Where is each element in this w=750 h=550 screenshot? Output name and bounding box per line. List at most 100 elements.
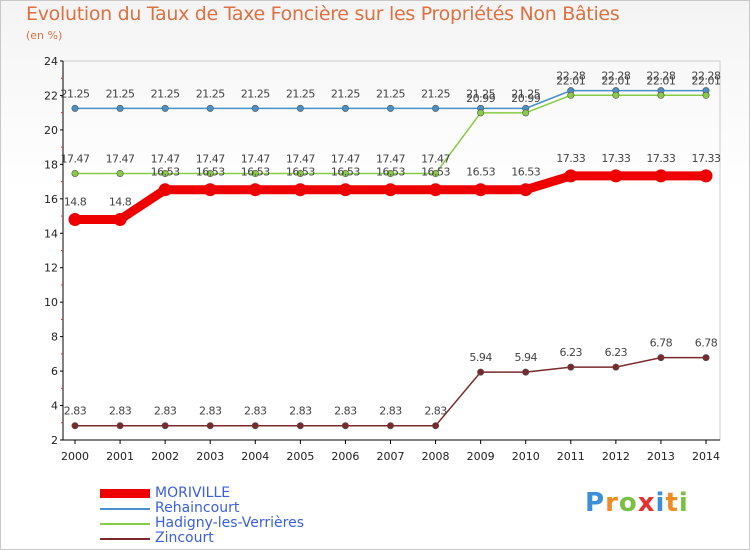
data-point <box>296 104 304 112</box>
data-point <box>206 422 214 430</box>
data-point <box>612 91 620 99</box>
y-tick-label: 2 <box>51 434 58 447</box>
data-label: 5.94 <box>514 351 537 364</box>
data-label: 17.47 <box>286 152 315 165</box>
data-label: 17.47 <box>376 152 405 165</box>
legend-swatch <box>100 507 150 510</box>
data-point <box>71 169 79 177</box>
data-label: 5.94 <box>469 351 492 364</box>
data-label: 2.83 <box>64 405 87 418</box>
data-label: 21.25 <box>61 87 90 100</box>
data-point <box>609 169 623 183</box>
logo-letter: i <box>678 488 689 518</box>
data-point <box>341 169 349 177</box>
legend-swatch <box>100 537 150 540</box>
data-point <box>116 169 124 177</box>
data-label: 21.25 <box>421 87 450 100</box>
y-tick-label: 18 <box>44 158 58 171</box>
data-point <box>341 104 349 112</box>
data-label: 21.25 <box>376 87 405 100</box>
data-point <box>567 363 575 371</box>
x-tick-label: 2007 <box>377 450 405 463</box>
data-label: 2.83 <box>154 405 177 418</box>
data-label: 17.47 <box>61 152 90 165</box>
data-point <box>564 169 578 183</box>
series-moriville: 14.8 14.8 16.53 16.53 16.53 16.53 16.53 16.53 16… <box>64 152 721 226</box>
x-tick-label: 2001 <box>106 450 134 463</box>
data-label: 21.25 <box>286 87 315 100</box>
chart-legend: MORIVILLE Rehaincourt Hadigny-les-Verrière… <box>100 486 304 546</box>
proxiti-logo: Proxiti <box>585 488 689 518</box>
y-tick-label: 24 <box>44 55 58 68</box>
data-label: 17.47 <box>421 152 450 165</box>
x-tick-label: 2002 <box>151 450 179 463</box>
legend-item: MORIVILLE <box>100 486 304 501</box>
data-label: 21.25 <box>196 87 225 100</box>
y-tick-label: 10 <box>44 296 58 309</box>
logo-letter: t <box>665 488 679 518</box>
legend-item: Zincourt <box>100 531 304 546</box>
data-point <box>158 183 172 197</box>
x-tick-label: 2000 <box>61 450 89 463</box>
data-label: 17.33 <box>601 152 630 165</box>
data-point <box>657 354 665 362</box>
data-point <box>296 422 304 430</box>
data-label: 22.28 <box>601 70 630 83</box>
data-label: 16.53 <box>286 166 315 179</box>
data-point <box>251 169 259 177</box>
legend-swatch <box>100 522 150 525</box>
y-tick-label: 20 <box>44 124 58 137</box>
data-point <box>161 169 169 177</box>
data-label: 6.23 <box>560 346 583 359</box>
data-point <box>519 183 533 197</box>
data-label: 22.01 <box>646 74 675 87</box>
data-label: 14.8 <box>64 195 87 208</box>
data-label: 2.83 <box>289 405 312 418</box>
data-label: 6.78 <box>695 337 718 350</box>
data-point <box>474 183 488 197</box>
data-label: 6.23 <box>605 346 628 359</box>
data-point <box>654 169 668 183</box>
legend-label: Zincourt <box>155 530 214 546</box>
data-point <box>477 109 485 117</box>
data-label: 16.53 <box>376 166 405 179</box>
series-rehaincourt: 21.25 21.25 21.25 21.25 21.25 21.25 21.25 21.25… <box>61 70 721 112</box>
data-label: 21.25 <box>106 87 135 100</box>
data-label: 17.47 <box>106 152 135 165</box>
data-label: 2.83 <box>424 405 447 418</box>
y-tick-label: 6 <box>51 365 58 378</box>
data-point <box>702 354 710 362</box>
data-point <box>432 169 440 177</box>
logo-letter: o <box>618 488 638 518</box>
data-point <box>477 368 485 376</box>
data-point <box>341 422 349 430</box>
data-label: 2.83 <box>244 405 267 418</box>
logo-letter: r <box>605 488 619 518</box>
x-tick-label: 2014 <box>692 450 720 463</box>
x-tick-label: 2005 <box>286 450 314 463</box>
data-label: 22.01 <box>601 74 630 87</box>
legend-item: Rehaincourt <box>100 501 304 516</box>
data-label: 17.47 <box>151 152 180 165</box>
x-tick-label: 2006 <box>331 450 359 463</box>
data-point <box>113 212 127 226</box>
logo-letter: P <box>585 488 606 518</box>
data-label: 22.01 <box>556 74 585 87</box>
data-point <box>386 422 394 430</box>
data-point <box>657 91 665 99</box>
data-point <box>116 104 124 112</box>
data-point <box>384 183 397 197</box>
x-tick-label: 2010 <box>512 450 540 463</box>
legend-label: MORIVILLE <box>155 485 231 501</box>
y-tick-label: 12 <box>44 262 58 275</box>
data-point <box>432 422 440 430</box>
data-label: 17.47 <box>196 152 225 165</box>
data-label: 16.53 <box>241 166 270 179</box>
data-point <box>429 183 443 197</box>
data-label: 2.83 <box>379 405 402 418</box>
data-label: 21.25 <box>466 87 495 100</box>
data-label: 22.28 <box>692 70 721 83</box>
series-hadigny-les-verri-res: 17.47 17.47 17.47 17.47 17.47 17.47 17.47 17.47… <box>61 74 721 177</box>
logo-letter: i <box>655 488 666 518</box>
